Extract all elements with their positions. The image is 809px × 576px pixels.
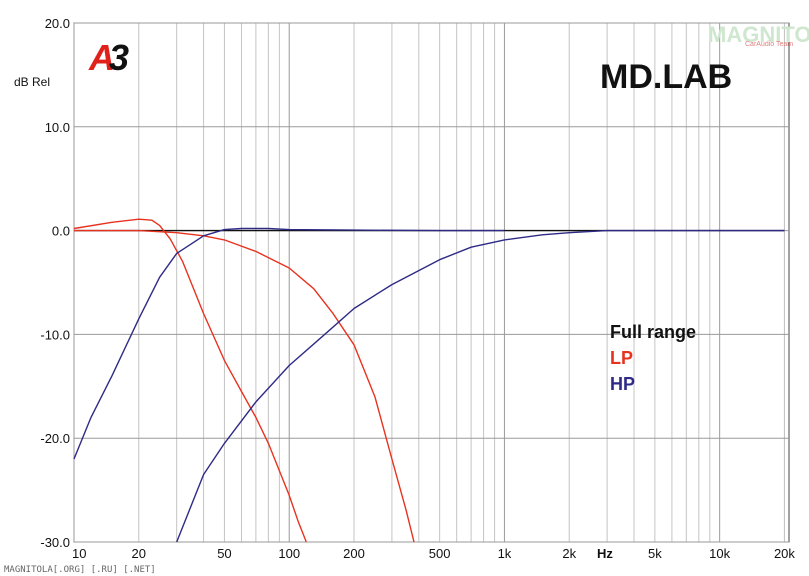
x-axis-unit: Hz <box>597 546 613 561</box>
legend-full-range: Full range <box>610 322 696 342</box>
legend-lp: LP <box>610 348 633 368</box>
series-line-lp <box>73 218 307 543</box>
y-tick-label: 0.0 <box>52 224 70 239</box>
a3-logo: A3 <box>88 37 129 78</box>
md-lab-title: MD.LAB <box>600 58 732 96</box>
a3-logo-3: 3 <box>109 37 129 78</box>
x-tick-label: 5k <box>648 546 662 561</box>
magnitola-watermark: MAGNITOLA <box>708 22 809 47</box>
series-lines <box>73 218 785 543</box>
y-tick-label: -10.0 <box>40 327 70 342</box>
magnitola-watermark-sub: CarAudio Team <box>745 41 793 48</box>
y-axis-label: dB Rel <box>14 75 50 89</box>
x-tick-label: 100 <box>278 546 300 561</box>
series-line-hp <box>176 229 785 543</box>
x-tick-label: 2k <box>562 546 576 561</box>
x-tick-labels: 10 20 50 100 200 500 1k 2k 5k 10k 20k <box>72 546 795 561</box>
series-line-lp <box>74 229 415 543</box>
x-tick-label: 10k <box>709 546 730 561</box>
legend-hp: HP <box>610 374 635 394</box>
y-tick-labels: 20.0 10.0 0.0 -10.0 -20.0 -30.0 <box>40 16 70 550</box>
x-tick-label: 10 <box>72 546 86 561</box>
x-tick-label: 20k <box>774 546 795 561</box>
y-tick-label: 10.0 <box>45 120 70 135</box>
x-tick-label: 1k <box>498 546 512 561</box>
x-tick-label: 20 <box>132 546 146 561</box>
y-tick-label: -30.0 <box>40 535 70 550</box>
x-tick-label: 50 <box>217 546 231 561</box>
footer-watermark: MAGNITOLA[.ORG] [.RU] [.NET] <box>4 565 156 575</box>
x-tick-label: 200 <box>343 546 365 561</box>
y-tick-label: -20.0 <box>40 431 70 446</box>
y-tick-label: 20.0 <box>45 16 70 31</box>
legend: Full range LP HP <box>610 322 696 394</box>
series-line-hp <box>73 227 505 460</box>
a3-logo-a: A <box>88 37 115 78</box>
x-tick-label: 500 <box>429 546 451 561</box>
grid <box>73 22 790 543</box>
plot-frame <box>73 22 790 543</box>
